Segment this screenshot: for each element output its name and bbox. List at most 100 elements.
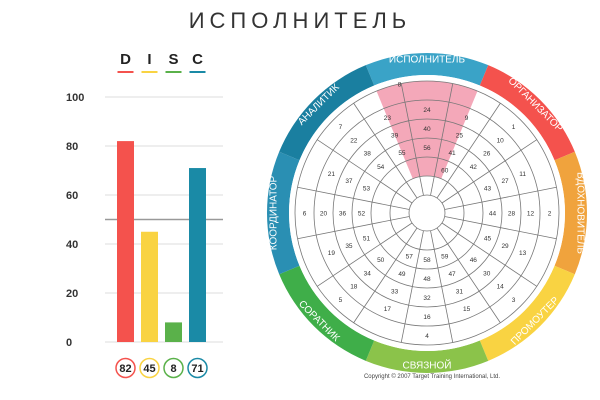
category-label: D — [120, 51, 131, 68]
bar — [117, 141, 134, 342]
wheel-number: 39 — [391, 132, 399, 139]
wheel-number: 2 — [548, 211, 552, 218]
wheel-number: 13 — [519, 250, 527, 257]
wheel-number: 34 — [364, 270, 372, 277]
wheel-segment — [279, 265, 375, 361]
value-badge — [163, 357, 184, 379]
radial-line — [441, 222, 537, 287]
ring-line — [294, 80, 560, 346]
wheel-number: 23 — [384, 115, 392, 122]
wheel-number: 12 — [527, 211, 535, 218]
wheel-number: 50 — [377, 257, 385, 264]
wheel-number: 57 — [406, 253, 414, 260]
radial-line — [436, 227, 501, 323]
data-label: 45 — [143, 363, 155, 375]
radial-line — [317, 139, 413, 204]
segment-label: ИСПОЛНИТЕЛЬ — [389, 55, 466, 66]
radial-line — [436, 103, 501, 199]
wheel-number: 14 — [497, 284, 505, 291]
bar — [165, 322, 182, 342]
wheel-number: 20 — [320, 211, 328, 218]
radial-line — [441, 139, 537, 204]
y-tick-label: 20 — [66, 288, 78, 300]
wheel-number: 31 — [456, 289, 464, 296]
wheel-segment — [554, 151, 587, 275]
wheel-number: 3 — [512, 297, 516, 304]
radial-line — [430, 83, 454, 196]
radial-line — [353, 103, 418, 199]
wheel-number: 9 — [465, 115, 469, 122]
wheel-number: 15 — [463, 306, 471, 313]
ring-line — [332, 118, 522, 308]
wheel-number: 44 — [489, 211, 497, 218]
wheel-number: 38 — [364, 151, 372, 158]
data-label: 8 — [170, 363, 176, 375]
wheel-number: 8 — [398, 81, 402, 88]
wheel-segment — [267, 151, 300, 275]
radial-line — [353, 227, 418, 323]
segment-label: СВЯЗНОЙ — [402, 359, 451, 372]
ring-line — [351, 137, 503, 289]
wheel-number: 47 — [448, 271, 456, 278]
wheel-number: 46 — [470, 257, 478, 264]
disc-wheel-chart: ИСПОЛНИТЕЛЬОРГАНИЗАТОРВДОХНОВИТЕЛЬПРОМОУ… — [267, 53, 587, 373]
wheel-number: 49 — [398, 271, 406, 278]
ring-line — [408, 194, 446, 232]
ring-line — [389, 175, 465, 251]
wheel-number: 54 — [377, 164, 385, 171]
wheel-number: 55 — [398, 150, 406, 157]
wheel-number: 10 — [497, 137, 505, 144]
copyright-text: Copyright © 2007 Target Training Interna… — [363, 374, 501, 380]
radial-line — [317, 222, 413, 287]
wheel-number: 60 — [441, 168, 449, 175]
radial-line — [400, 230, 424, 343]
wheel-face — [289, 75, 565, 351]
radial-line — [297, 186, 410, 210]
data-label: 82 — [119, 363, 131, 375]
wheel-number: 56 — [423, 145, 431, 152]
category-label: S — [168, 51, 178, 68]
wheel-number: 36 — [339, 211, 347, 218]
wheel-number: 52 — [358, 211, 366, 218]
wheel-number: 5 — [339, 297, 343, 304]
value-badge — [139, 357, 160, 379]
wheel-number: 28 — [508, 211, 516, 218]
wheel-number: 4 — [425, 333, 429, 340]
wheel-number: 32 — [423, 295, 431, 302]
radial-line — [444, 186, 557, 210]
wheel-segment — [479, 265, 575, 361]
value-badge — [115, 357, 136, 379]
page-title: ИСПОЛНИТЕЛЬ — [188, 8, 412, 33]
wheel-segment — [479, 65, 575, 161]
wheel-number: 17 — [384, 306, 392, 313]
bar — [189, 168, 206, 342]
wheel-number: 59 — [441, 253, 449, 260]
wheel-number: 6 — [303, 211, 307, 218]
bar — [141, 231, 158, 342]
category-label: I — [147, 51, 151, 68]
wheel-number: 45 — [484, 236, 492, 243]
radial-line — [400, 83, 424, 196]
y-tick-label: 80 — [66, 141, 78, 153]
data-label: 71 — [191, 363, 203, 375]
segment-label: ВДОХНОВИТЕЛЬ — [574, 172, 585, 254]
wheel-number: 26 — [483, 151, 491, 158]
wheel-number: 30 — [483, 270, 491, 277]
wheel-number: 11 — [519, 171, 526, 178]
radial-line — [297, 216, 410, 240]
category-label: C — [192, 51, 203, 68]
wheel-segment — [365, 340, 489, 373]
wheel-segment — [365, 53, 489, 86]
wheel-number: 51 — [363, 236, 371, 243]
wheel-number: 41 — [448, 150, 456, 157]
wheel-number: 33 — [391, 289, 399, 296]
wheel-number: 21 — [328, 171, 336, 178]
wheel-number: 22 — [350, 137, 358, 144]
wheel-number: 42 — [470, 164, 478, 171]
wheel-number: 18 — [350, 284, 358, 291]
radial-line — [444, 216, 557, 240]
ring-line — [370, 156, 484, 270]
wheel-number: 58 — [423, 257, 431, 264]
y-tick-label: 100 — [66, 92, 84, 104]
y-tick-label: 60 — [66, 190, 78, 202]
